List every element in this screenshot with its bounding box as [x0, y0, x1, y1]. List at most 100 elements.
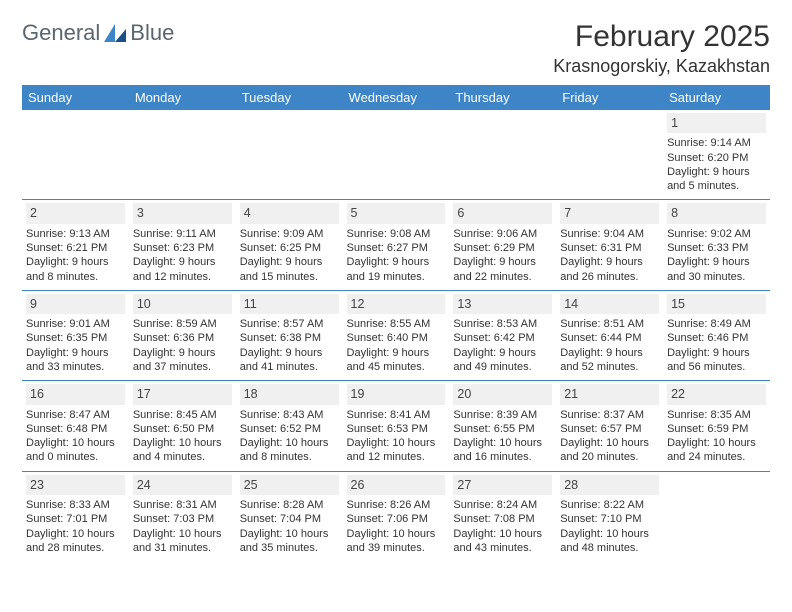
- day-number: 12: [347, 294, 446, 314]
- daylight-label: Daylight: 9 hours: [26, 255, 125, 269]
- daylight-label: and 16 minutes.: [453, 450, 552, 464]
- calendar-day-cell: 11Sunrise: 8:57 AMSunset: 6:38 PMDayligh…: [236, 290, 343, 380]
- sunset-label: Sunset: 7:01 PM: [26, 512, 125, 526]
- sunset-label: Sunset: 6:20 PM: [667, 151, 766, 165]
- sunset-label: Sunset: 6:59 PM: [667, 422, 766, 436]
- day-number: 20: [453, 384, 552, 404]
- sunset-label: Sunset: 6:52 PM: [240, 422, 339, 436]
- day-number: 4: [240, 203, 339, 223]
- sunset-label: Sunset: 6:55 PM: [453, 422, 552, 436]
- daylight-label: and 24 minutes.: [667, 450, 766, 464]
- daylight-label: and 45 minutes.: [347, 360, 446, 374]
- calendar-day-cell: 21Sunrise: 8:37 AMSunset: 6:57 PMDayligh…: [556, 381, 663, 471]
- sunrise-label: Sunrise: 8:53 AM: [453, 317, 552, 331]
- daylight-label: Daylight: 9 hours: [667, 165, 766, 179]
- day-number: 9: [26, 294, 125, 314]
- calendar-day-cell: 25Sunrise: 8:28 AMSunset: 7:04 PMDayligh…: [236, 471, 343, 561]
- calendar-day-cell: 18Sunrise: 8:43 AMSunset: 6:52 PMDayligh…: [236, 381, 343, 471]
- sunset-label: Sunset: 6:50 PM: [133, 422, 232, 436]
- calendar-day-cell: 27Sunrise: 8:24 AMSunset: 7:08 PMDayligh…: [449, 471, 556, 561]
- calendar-day-cell: 12Sunrise: 8:55 AMSunset: 6:40 PMDayligh…: [343, 290, 450, 380]
- daylight-label: and 35 minutes.: [240, 541, 339, 555]
- calendar-day-cell: 15Sunrise: 8:49 AMSunset: 6:46 PMDayligh…: [663, 290, 770, 380]
- sunrise-label: Sunrise: 9:02 AM: [667, 227, 766, 241]
- column-header: Wednesday: [343, 85, 450, 110]
- calendar-empty-cell: [129, 110, 236, 200]
- daylight-label: Daylight: 9 hours: [240, 346, 339, 360]
- sunrise-label: Sunrise: 8:33 AM: [26, 498, 125, 512]
- calendar-week-row: 16Sunrise: 8:47 AMSunset: 6:48 PMDayligh…: [22, 381, 770, 471]
- day-number: 18: [240, 384, 339, 404]
- calendar-day-cell: 14Sunrise: 8:51 AMSunset: 6:44 PMDayligh…: [556, 290, 663, 380]
- daylight-label: and 41 minutes.: [240, 360, 339, 374]
- day-number: 14: [560, 294, 659, 314]
- sunrise-label: Sunrise: 8:55 AM: [347, 317, 446, 331]
- sunset-label: Sunset: 6:36 PM: [133, 331, 232, 345]
- column-header: Sunday: [22, 85, 129, 110]
- logo-text-right: Blue: [130, 20, 174, 46]
- calendar-week-row: 9Sunrise: 9:01 AMSunset: 6:35 PMDaylight…: [22, 290, 770, 380]
- column-header: Monday: [129, 85, 236, 110]
- sunrise-label: Sunrise: 8:43 AM: [240, 408, 339, 422]
- calendar-day-cell: 20 Sunrise: 8:39 AMSunset: 6:55 PMDayligh…: [449, 381, 556, 471]
- sunrise-label: Sunrise: 8:39 AM: [453, 408, 552, 422]
- calendar-week-row: 2Sunrise: 9:13 AMSunset: 6:21 PMDaylight…: [22, 200, 770, 290]
- daylight-label: Daylight: 9 hours: [240, 255, 339, 269]
- daylight-label: Daylight: 10 hours: [26, 527, 125, 541]
- day-number: 8: [667, 203, 766, 223]
- day-number: 25: [240, 475, 339, 495]
- sunset-label: Sunset: 6:29 PM: [453, 241, 552, 255]
- daylight-label: Daylight: 9 hours: [560, 255, 659, 269]
- sunset-label: Sunset: 6:40 PM: [347, 331, 446, 345]
- daylight-label: Daylight: 10 hours: [26, 436, 125, 450]
- sunrise-label: Sunrise: 9:13 AM: [26, 227, 125, 241]
- daylight-label: and 20 minutes.: [560, 450, 659, 464]
- calendar-day-cell: 7Sunrise: 9:04 AMSunset: 6:31 PMDaylight…: [556, 200, 663, 290]
- sunrise-label: Sunrise: 8:47 AM: [26, 408, 125, 422]
- sunrise-label: Sunrise: 8:41 AM: [347, 408, 446, 422]
- sunset-label: Sunset: 6:42 PM: [453, 331, 552, 345]
- sunset-label: Sunset: 6:21 PM: [26, 241, 125, 255]
- day-number: 13: [453, 294, 552, 314]
- sunrise-label: Sunrise: 9:06 AM: [453, 227, 552, 241]
- calendar-empty-cell: [663, 471, 770, 561]
- daylight-label: Daylight: 10 hours: [453, 436, 552, 450]
- daylight-label: Daylight: 10 hours: [347, 527, 446, 541]
- sunrise-label: Sunrise: 9:01 AM: [26, 317, 125, 331]
- sunset-label: Sunset: 7:04 PM: [240, 512, 339, 526]
- daylight-label: and 48 minutes.: [560, 541, 659, 555]
- sunrise-label: Sunrise: 9:14 AM: [667, 136, 766, 150]
- day-number: 10: [133, 294, 232, 314]
- logo-text-left: General: [22, 20, 100, 46]
- location-label: Krasnogorskiy, Kazakhstan: [553, 56, 770, 77]
- daylight-label: Daylight: 10 hours: [347, 436, 446, 450]
- sunset-label: Sunset: 6:57 PM: [560, 422, 659, 436]
- daylight-label: Daylight: 10 hours: [560, 527, 659, 541]
- sunrise-label: Sunrise: 8:24 AM: [453, 498, 552, 512]
- calendar-day-cell: 4Sunrise: 9:09 AMSunset: 6:25 PMDaylight…: [236, 200, 343, 290]
- daylight-label: and 30 minutes.: [667, 270, 766, 284]
- day-number: 27: [453, 475, 552, 495]
- daylight-label: Daylight: 10 hours: [133, 527, 232, 541]
- calendar-day-cell: 6Sunrise: 9:06 AMSunset: 6:29 PMDaylight…: [449, 200, 556, 290]
- calendar-empty-cell: [236, 110, 343, 200]
- daylight-label: and 8 minutes.: [26, 270, 125, 284]
- calendar-empty-cell: [556, 110, 663, 200]
- header: General Blue February 2025 Krasnogorskiy…: [22, 20, 770, 77]
- calendar-day-cell: 24Sunrise: 8:31 AMSunset: 7:03 PMDayligh…: [129, 471, 236, 561]
- daylight-label: Daylight: 9 hours: [26, 346, 125, 360]
- day-number: 19: [347, 384, 446, 404]
- sunset-label: Sunset: 6:44 PM: [560, 331, 659, 345]
- day-number: 3: [133, 203, 232, 223]
- daylight-label: Daylight: 9 hours: [453, 255, 552, 269]
- daylight-label: and 31 minutes.: [133, 541, 232, 555]
- daylight-label: and 19 minutes.: [347, 270, 446, 284]
- sunrise-label: Sunrise: 8:49 AM: [667, 317, 766, 331]
- daylight-label: and 43 minutes.: [453, 541, 552, 555]
- daylight-label: and 33 minutes.: [26, 360, 125, 374]
- day-number: 28: [560, 475, 659, 495]
- sunset-label: Sunset: 6:38 PM: [240, 331, 339, 345]
- calendar-day-cell: 23Sunrise: 8:33 AMSunset: 7:01 PMDayligh…: [22, 471, 129, 561]
- logo-icon: [104, 24, 126, 42]
- daylight-label: Daylight: 10 hours: [133, 436, 232, 450]
